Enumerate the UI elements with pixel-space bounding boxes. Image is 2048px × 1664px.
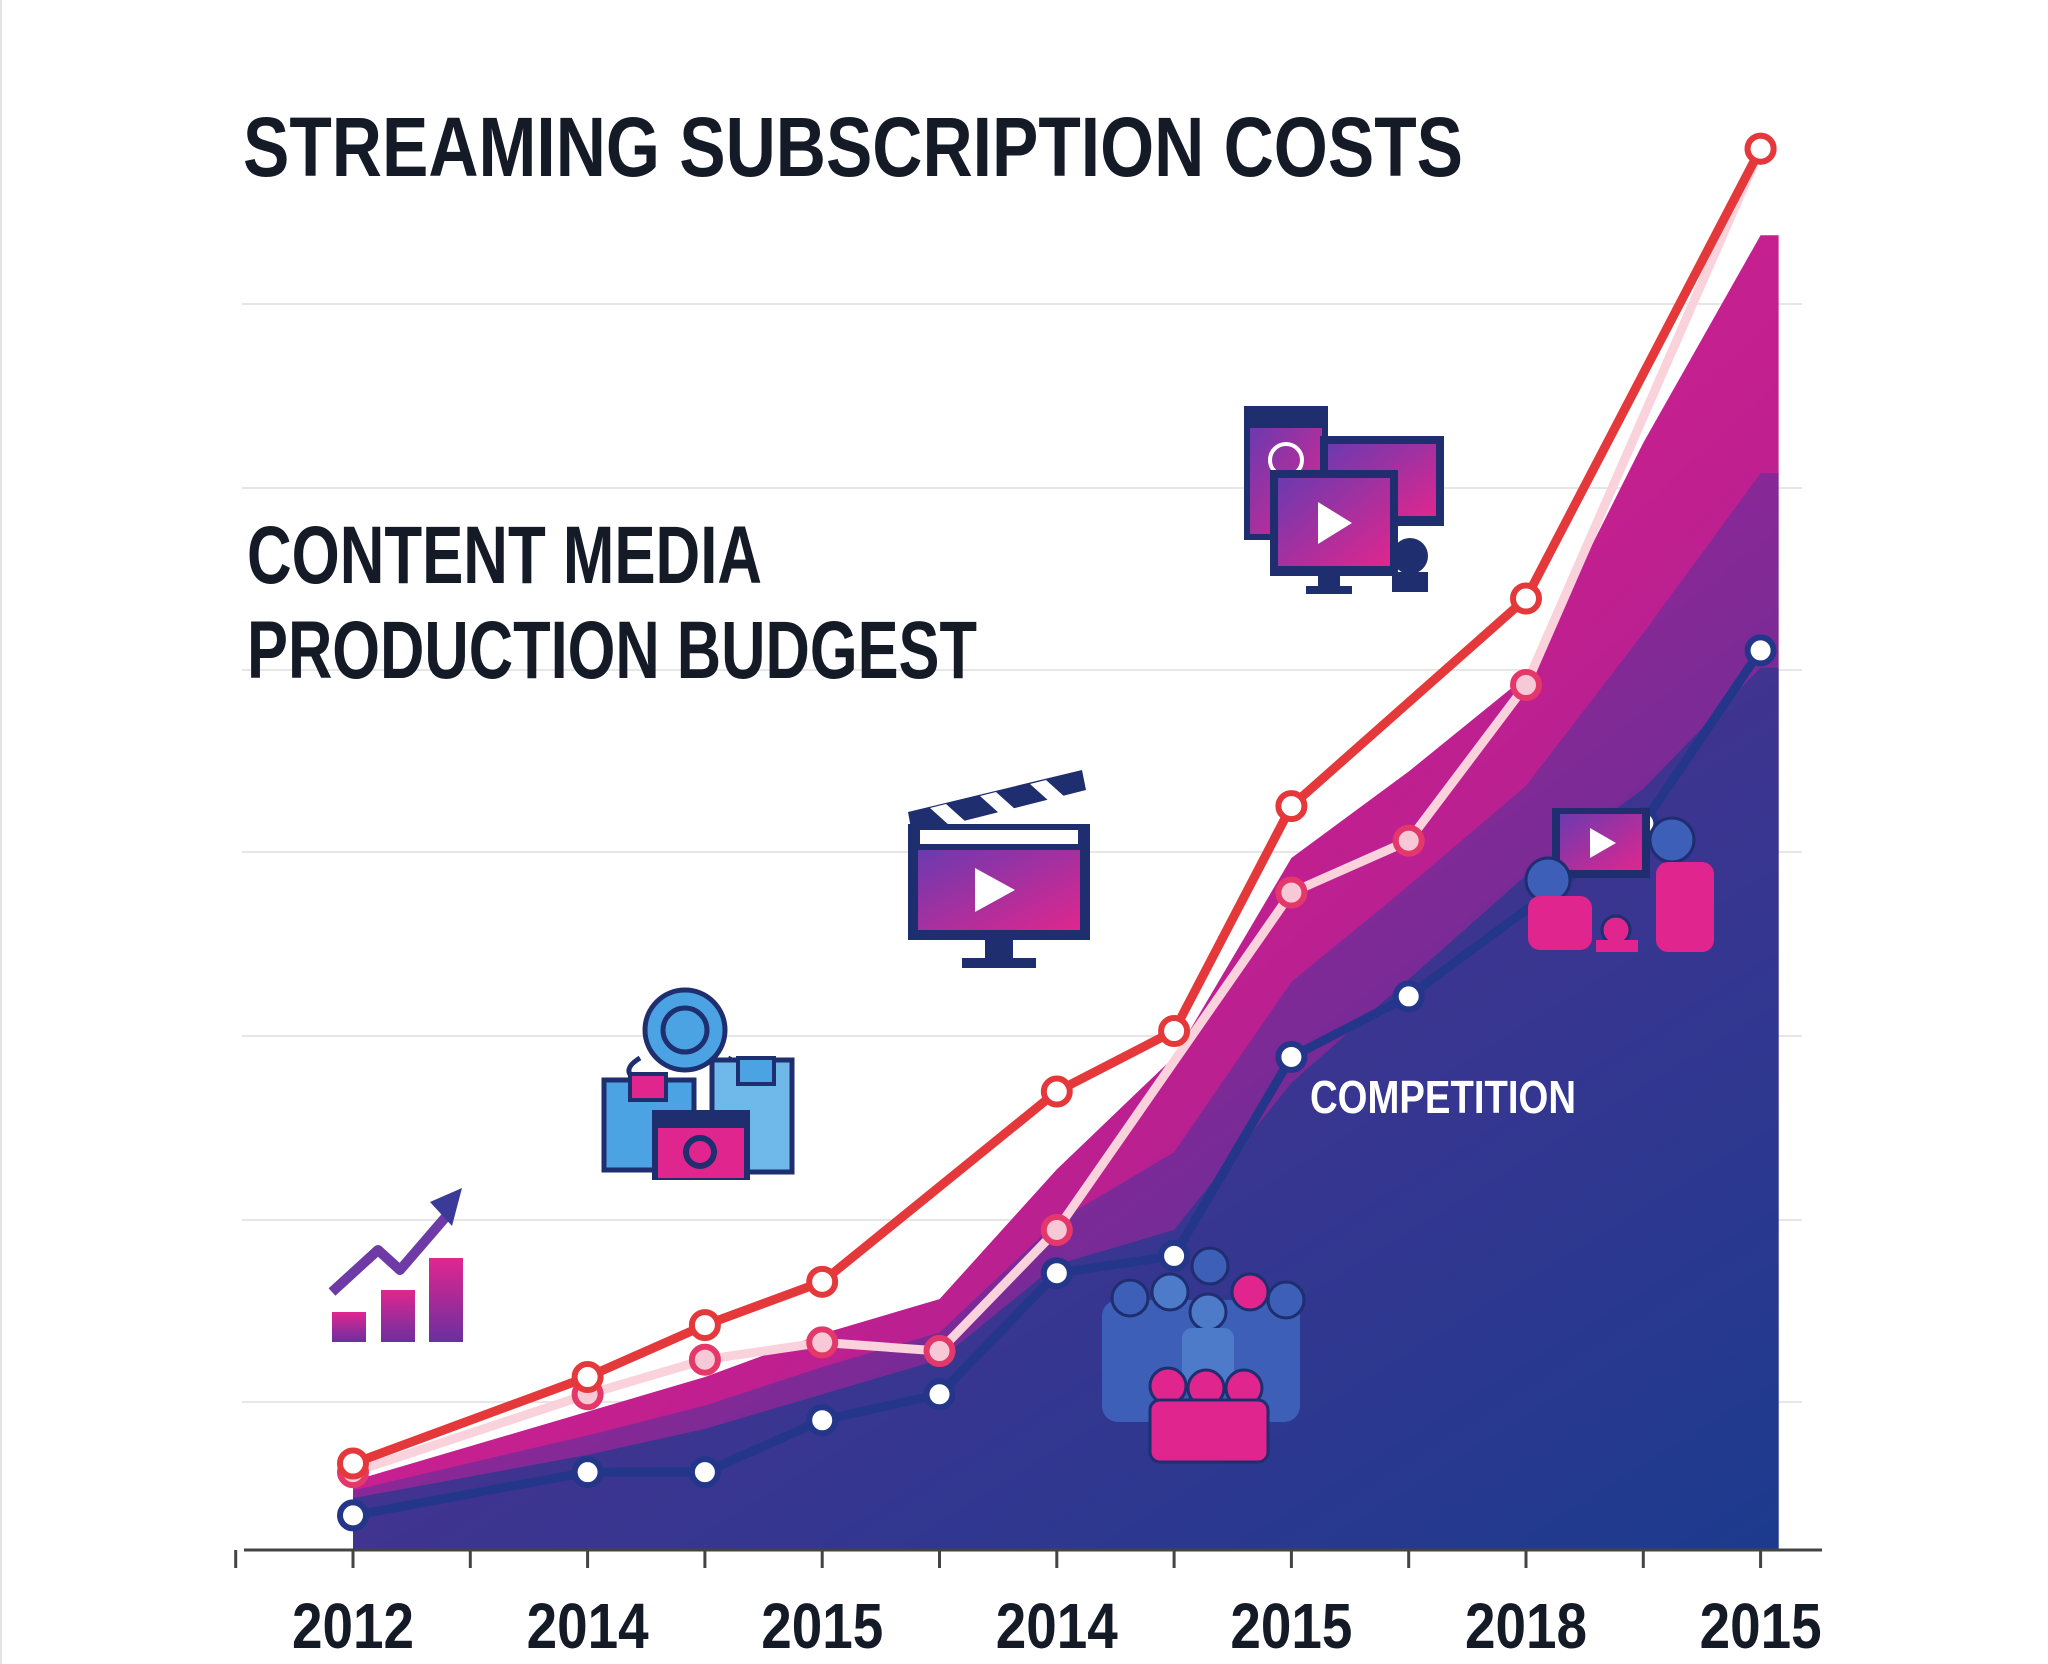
- x-axis-tick-labels: 2012 2014 2015 2014 2015 2018 2015: [292, 1590, 1822, 1662]
- series-navy-point: [1275, 1040, 1308, 1073]
- series-light-point: [1275, 876, 1308, 909]
- area-series-navy: [353, 667, 1779, 1550]
- series-red-point: [571, 1361, 604, 1393]
- series-red-point: [1040, 1075, 1073, 1108]
- x-tick-label: 2015: [1700, 1590, 1822, 1662]
- series-red-point: [1158, 1015, 1191, 1047]
- area-layers: [353, 235, 1779, 1551]
- x-tick-label: 2015: [761, 1590, 883, 1662]
- series-red-point: [688, 1309, 721, 1342]
- x-tick-label: 2014: [996, 1590, 1118, 1662]
- series-navy-point: [571, 1456, 604, 1489]
- video-screens-icon: [1244, 406, 1444, 594]
- x-axis: 2012 2014 2015 2014 2015 2018 2015: [234, 1548, 1822, 1662]
- series-navy-point: [337, 1499, 369, 1532]
- series-red-point: [1510, 582, 1542, 615]
- series-light-point: [1392, 824, 1425, 857]
- series-navy-point: [923, 1378, 956, 1411]
- series-light-point: [1510, 669, 1542, 701]
- family-watching-tv-icon: [1524, 808, 1714, 952]
- series-light-point: [806, 1326, 839, 1359]
- x-tick-label: 2012: [292, 1590, 414, 1662]
- series-red-point: [337, 1447, 369, 1480]
- series-navy-point: [1392, 980, 1425, 1013]
- clapperboard-monitor-icon: [908, 770, 1090, 968]
- series-light-line: [348, 144, 1766, 1477]
- series-navy-point: [1158, 1239, 1191, 1272]
- series-light-point: [923, 1335, 956, 1368]
- workflow-diagram-icon: [601, 987, 795, 1180]
- x-tick-label: 2015: [1230, 1590, 1352, 1662]
- series-navy-point: [1040, 1257, 1073, 1290]
- competition-annotation: COMPETITION: [1310, 1071, 1576, 1123]
- chart-subtitle-line-2: PRODUCTION BUDGEST: [247, 605, 977, 696]
- series-light-point: [1040, 1213, 1073, 1246]
- series-light-point: [688, 1343, 721, 1376]
- chart-subtitle-line-1: CONTENT MEDIA: [247, 510, 762, 601]
- series-navy-point: [1744, 634, 1777, 667]
- image-border: [0, 0, 2, 1664]
- series-navy-point: [806, 1404, 839, 1437]
- chart-title: STREAMING SUBSCRIPTION COSTS: [243, 100, 1463, 194]
- x-tick-label: 2018: [1465, 1590, 1587, 1662]
- x-axis-ticks: [234, 1550, 1763, 1568]
- series-navy-point: [688, 1456, 721, 1489]
- series-red-point: [806, 1265, 839, 1298]
- series-lines: [337, 132, 1777, 1532]
- series-red-point: [1744, 132, 1777, 165]
- x-tick-label: 2014: [527, 1590, 649, 1662]
- crowd-icon: [1102, 1246, 1306, 1464]
- bar-chart-growth-icon: [328, 1188, 463, 1342]
- series-red-point: [1275, 790, 1308, 823]
